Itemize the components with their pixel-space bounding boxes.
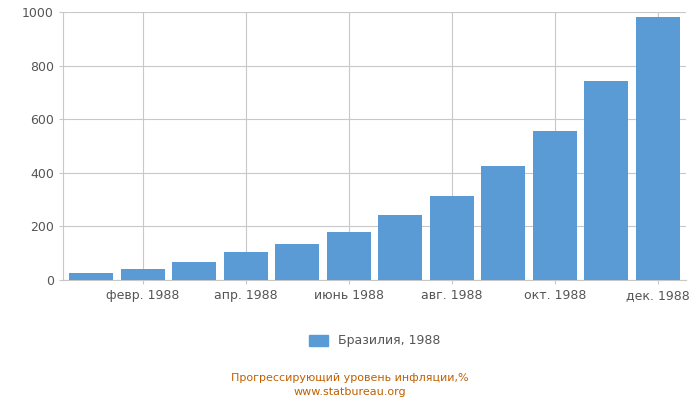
Bar: [584, 81, 628, 280]
Bar: [172, 262, 216, 280]
Bar: [482, 166, 525, 280]
Text: Прогрессирующий уровень инфляции,%: Прогрессирующий уровень инфляции,%: [231, 373, 469, 383]
Bar: [327, 232, 370, 280]
Bar: [379, 215, 422, 280]
Bar: [121, 269, 164, 280]
Bar: [69, 273, 113, 280]
Bar: [430, 196, 474, 280]
Text: www.statbureau.org: www.statbureau.org: [294, 387, 406, 397]
Bar: [636, 17, 680, 280]
Bar: [533, 131, 577, 280]
Bar: [275, 244, 319, 280]
Bar: [224, 252, 267, 280]
Legend: Бразилия, 1988: Бразилия, 1988: [309, 334, 440, 348]
